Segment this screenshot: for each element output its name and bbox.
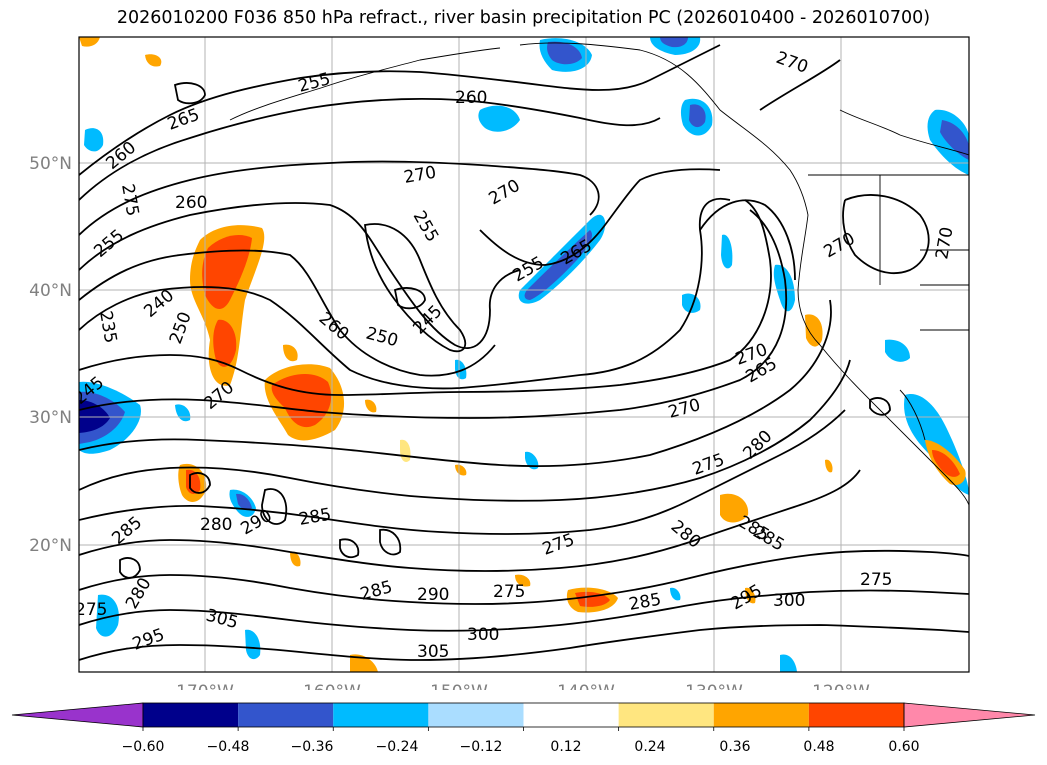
contour-label: 275 <box>75 600 107 620</box>
lat-label: 50°N <box>29 154 72 174</box>
contour-label: 260 <box>175 193 207 213</box>
colorbar-tick-label: −0.36 <box>291 739 334 755</box>
lon-label: 130°W <box>685 682 743 690</box>
lon-label: 140°W <box>557 682 615 690</box>
lat-label: 40°N <box>29 281 72 301</box>
colorbar-tick-label: 0.48 <box>803 739 834 755</box>
colorbar-segments <box>11 702 1036 728</box>
colorbar-tick-label: −0.24 <box>376 739 419 755</box>
colorbar-segment <box>523 703 619 727</box>
colorbar-tick-label: 0.24 <box>634 739 665 755</box>
map-plot: 265 260 275 260 255 240 235 250 245 270 … <box>29 36 970 690</box>
precip-shading <box>79 37 969 672</box>
contour-label: 270 <box>80 675 112 690</box>
colorbar-tick-label: −0.48 <box>207 739 250 755</box>
colorbar-tick-label: 0.36 <box>719 739 750 755</box>
map-title: 2026010200 F036 850 hPa refract., river … <box>116 8 931 28</box>
refractivity-contours <box>79 44 969 661</box>
colorbar-ticks <box>142 727 905 731</box>
contour-label: 305 <box>417 642 449 662</box>
lon-label: 150°W <box>430 682 488 690</box>
colorbar-tick-label: 0.12 <box>550 739 581 755</box>
colorbar-tick-label: −0.60 <box>122 739 165 755</box>
colorbar-tick-label: −0.12 <box>460 739 503 755</box>
map-frame <box>78 36 970 673</box>
colorbar-segment <box>808 703 904 727</box>
colorbar-segment <box>143 703 239 727</box>
lat-label: 30°N <box>29 408 72 428</box>
contour-label: 300 <box>467 625 499 645</box>
colorbar-segment <box>618 703 714 727</box>
colorbar-segment <box>428 703 524 727</box>
colorbar-tick-label: 0.60 <box>888 739 919 755</box>
colorbar-extend-high <box>903 702 1036 728</box>
lon-label: 170°W <box>176 682 234 690</box>
coastlines <box>229 42 969 506</box>
colorbar-frame <box>142 702 905 728</box>
colorbar-segment <box>333 703 429 727</box>
contour-label: 280 <box>200 515 232 535</box>
lon-label: 160°W <box>303 682 361 690</box>
latitude-labels: 50°N 40°N 30°N 20°N <box>29 154 72 556</box>
colorbar-segment <box>713 703 809 727</box>
lon-label: 120°W <box>812 682 870 690</box>
lat-label: 20°N <box>29 536 72 556</box>
contour-label: 275 <box>493 582 525 602</box>
contour-label: 275 <box>860 570 892 590</box>
colorbar-tick-labels: −0.60 −0.48 −0.36 −0.24 −0.12 0.12 0.24 … <box>122 739 920 755</box>
contour-label: 260 <box>455 88 487 108</box>
contour-label: 290 <box>417 585 449 605</box>
colorbar-extend-low <box>11 702 144 728</box>
contour-label: 300 <box>773 591 805 611</box>
colorbar-segment <box>238 703 334 727</box>
longitude-labels: 170°W 160°W 150°W 140°W 130°W 120°W <box>176 682 870 690</box>
